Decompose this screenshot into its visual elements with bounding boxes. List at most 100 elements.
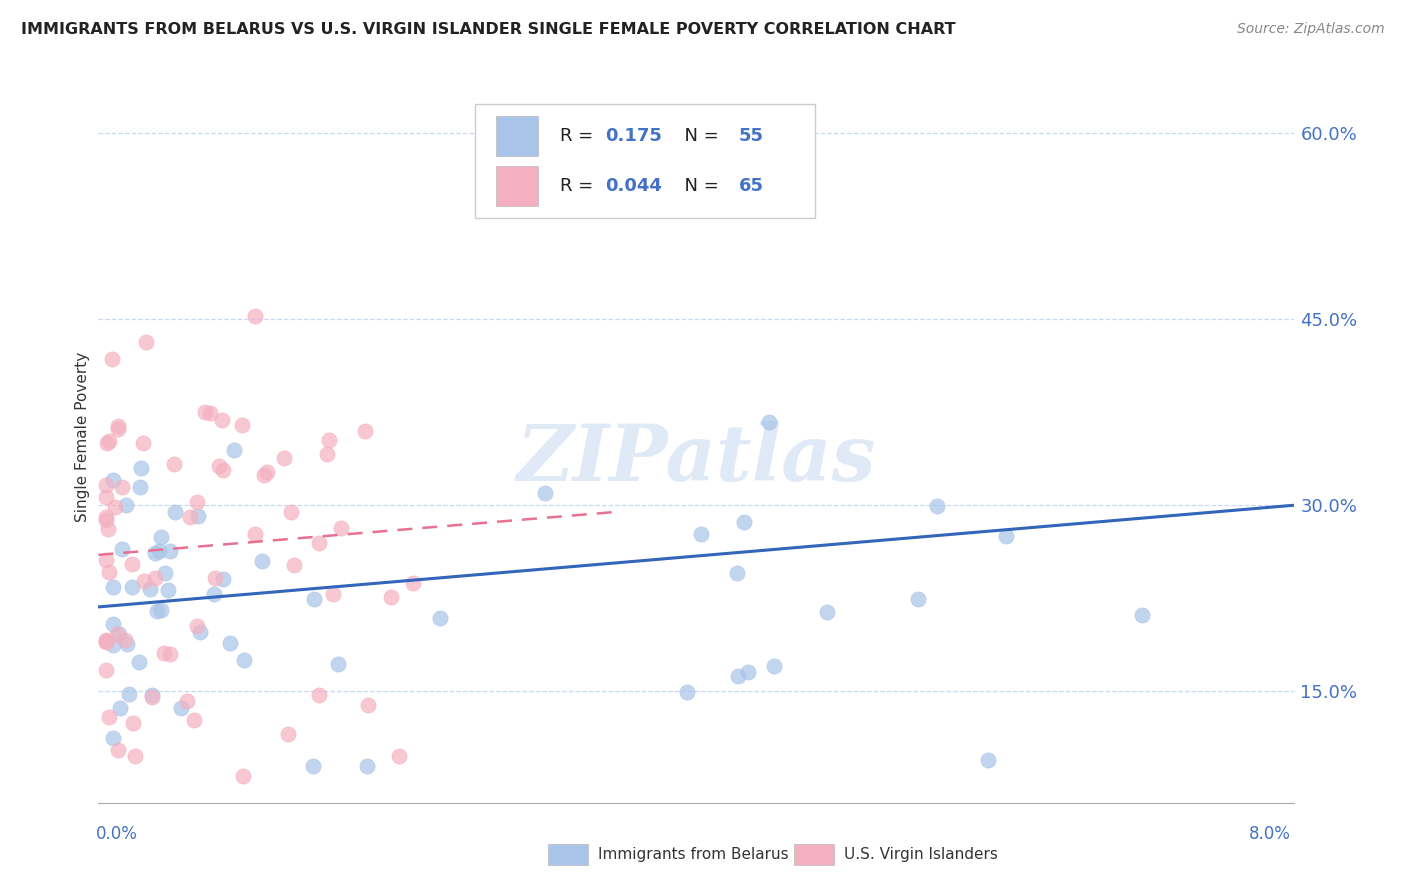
Point: [188, 625, 211, 640]
Text: ZIPatlas: ZIPatlas: [516, 421, 876, 497]
Point: [977, 754, 1000, 768]
Point: [277, 726, 299, 740]
Point: [156, 583, 179, 598]
Point: [183, 713, 205, 727]
Point: [170, 700, 193, 714]
Point: [202, 587, 225, 601]
Text: U.S. Virgin Islanders: U.S. Virgin Islanders: [844, 847, 997, 862]
Point: [737, 665, 759, 680]
Point: [103, 617, 125, 632]
Point: [429, 611, 451, 625]
Text: Immigrants from Belarus: Immigrants from Belarus: [598, 847, 789, 862]
Point: [94, 478, 117, 492]
Point: [103, 580, 125, 594]
Point: [128, 655, 150, 669]
Text: R =: R =: [560, 177, 599, 195]
Point: [198, 406, 221, 420]
Text: 8.0%: 8.0%: [1249, 825, 1291, 843]
Text: 0.0%: 0.0%: [96, 825, 138, 843]
Point: [163, 457, 186, 471]
Point: [273, 450, 295, 465]
Point: [356, 758, 378, 772]
Point: [212, 462, 235, 476]
Point: [121, 558, 143, 572]
Point: [253, 468, 276, 483]
Point: [243, 310, 266, 324]
Point: [690, 527, 713, 541]
Point: [108, 627, 131, 641]
Point: [308, 536, 330, 550]
Point: [357, 698, 380, 712]
Point: [1130, 608, 1153, 623]
Point: [159, 647, 181, 661]
Point: [108, 701, 131, 715]
Text: N =: N =: [673, 177, 724, 195]
Point: [308, 688, 330, 702]
Point: [132, 436, 155, 450]
Point: [94, 634, 117, 648]
Point: [302, 758, 325, 772]
Point: [186, 509, 208, 524]
Point: [94, 513, 117, 527]
Point: [98, 434, 121, 448]
Point: [204, 571, 226, 585]
Point: [94, 553, 117, 567]
Text: 65: 65: [740, 177, 763, 195]
Point: [118, 687, 141, 701]
Point: [104, 500, 127, 515]
Point: [211, 413, 233, 427]
Point: [149, 603, 172, 617]
Point: [927, 499, 949, 513]
Point: [380, 590, 402, 604]
Point: [733, 515, 755, 529]
Point: [141, 689, 163, 703]
Y-axis label: Single Female Poverty: Single Female Poverty: [75, 352, 90, 522]
Point: [143, 571, 166, 585]
Point: [98, 565, 121, 579]
Point: [143, 546, 166, 560]
Point: [145, 605, 167, 619]
Point: [94, 633, 117, 648]
Point: [676, 685, 699, 699]
FancyBboxPatch shape: [496, 116, 538, 156]
Point: [131, 461, 153, 475]
Point: [907, 591, 929, 606]
FancyBboxPatch shape: [496, 166, 538, 206]
Point: [283, 558, 305, 572]
Point: [141, 690, 163, 704]
Point: [111, 480, 134, 494]
Point: [318, 433, 340, 447]
Text: 0.044: 0.044: [605, 177, 662, 195]
Point: [193, 405, 215, 419]
Point: [117, 637, 139, 651]
Point: [815, 605, 838, 619]
Text: Source: ZipAtlas.com: Source: ZipAtlas.com: [1237, 22, 1385, 37]
Point: [207, 458, 229, 473]
Point: [114, 633, 136, 648]
Point: [94, 509, 117, 524]
Point: [103, 474, 125, 488]
Point: [763, 658, 786, 673]
Point: [995, 529, 1018, 543]
FancyBboxPatch shape: [475, 104, 815, 218]
Text: IMMIGRANTS FROM BELARUS VS U.S. VIRGIN ISLANDER SINGLE FEMALE POVERTY CORRELATIO: IMMIGRANTS FROM BELARUS VS U.S. VIRGIN I…: [21, 22, 956, 37]
Point: [727, 669, 749, 683]
Point: [224, 443, 246, 458]
Point: [121, 580, 143, 594]
Point: [231, 418, 253, 433]
Point: [211, 572, 233, 586]
Point: [176, 694, 198, 708]
Point: [139, 582, 162, 596]
Point: [111, 541, 134, 556]
Point: [163, 505, 186, 519]
Point: [387, 749, 409, 764]
Point: [115, 498, 138, 512]
Point: [103, 638, 125, 652]
Text: N =: N =: [673, 127, 724, 145]
Point: [103, 731, 125, 745]
Point: [94, 663, 117, 677]
Point: [122, 716, 145, 731]
Point: [97, 522, 120, 536]
Point: [132, 574, 155, 588]
Point: [129, 480, 152, 494]
